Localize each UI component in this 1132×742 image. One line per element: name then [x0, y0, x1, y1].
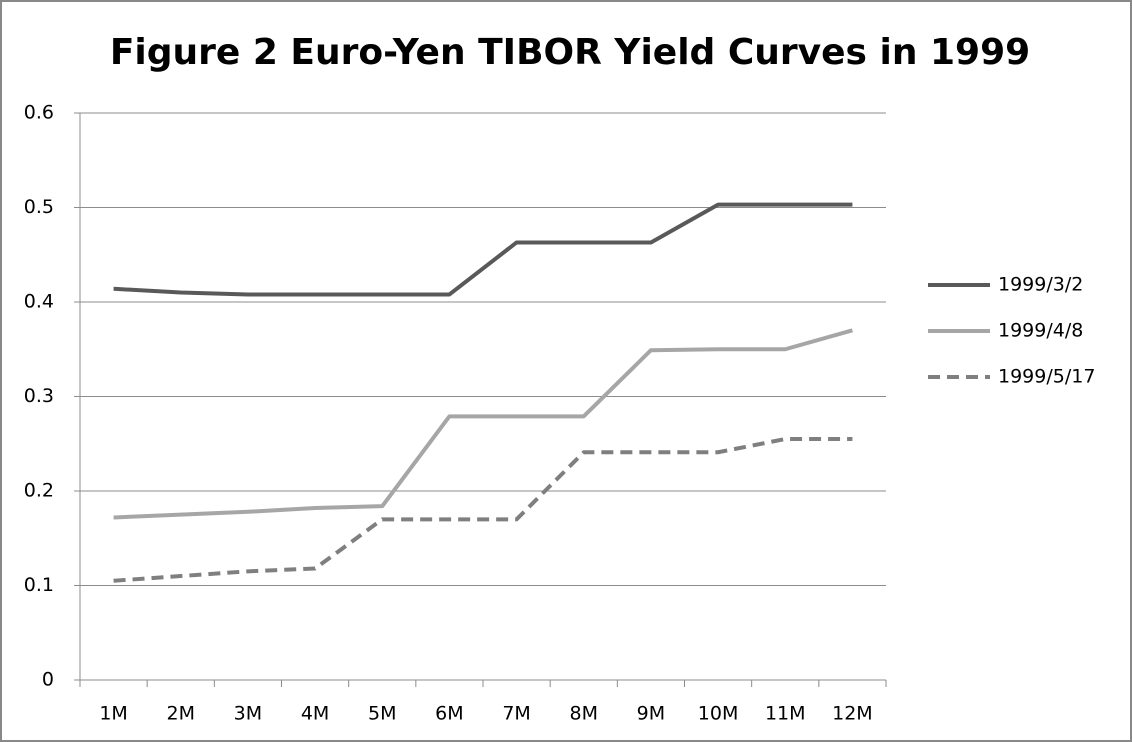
series-line — [113, 202, 853, 297]
x-tick-label: 10M — [698, 703, 739, 725]
legend-label: 1999/4/8 — [998, 320, 1083, 342]
x-tick-label: 4M — [301, 703, 329, 725]
x-tick-label: 6M — [435, 703, 463, 725]
y-tick-label: 0.5 — [24, 196, 54, 218]
x-tick-label: 9M — [637, 703, 665, 725]
y-tick-label: 0.6 — [24, 102, 54, 124]
y-tick-label: 0.3 — [24, 385, 54, 407]
x-tick-label: 1M — [99, 703, 127, 725]
y-tick-label: 0.1 — [24, 574, 54, 596]
legend-label: 1999/5/17 — [998, 366, 1095, 388]
x-tick-label: 2M — [167, 703, 195, 725]
y-tick-label: 0.2 — [24, 480, 54, 502]
chart-title: Figure 2 Euro-Yen TIBOR Yield Curves in … — [110, 32, 1030, 73]
x-tick-label: 3M — [234, 703, 262, 725]
x-tick-label: 11M — [765, 703, 806, 725]
y-tick-label: 0.4 — [24, 291, 54, 313]
series-line — [113, 437, 853, 583]
y-tick-label: 0 — [42, 669, 54, 691]
legend-label: 1999/3/2 — [998, 274, 1083, 296]
x-tick-label: 8M — [570, 703, 598, 725]
x-tick-label: 12M — [832, 703, 873, 725]
x-tick-label: 7M — [502, 703, 530, 725]
x-tick-label: 5M — [368, 703, 396, 725]
series-line — [113, 328, 853, 520]
